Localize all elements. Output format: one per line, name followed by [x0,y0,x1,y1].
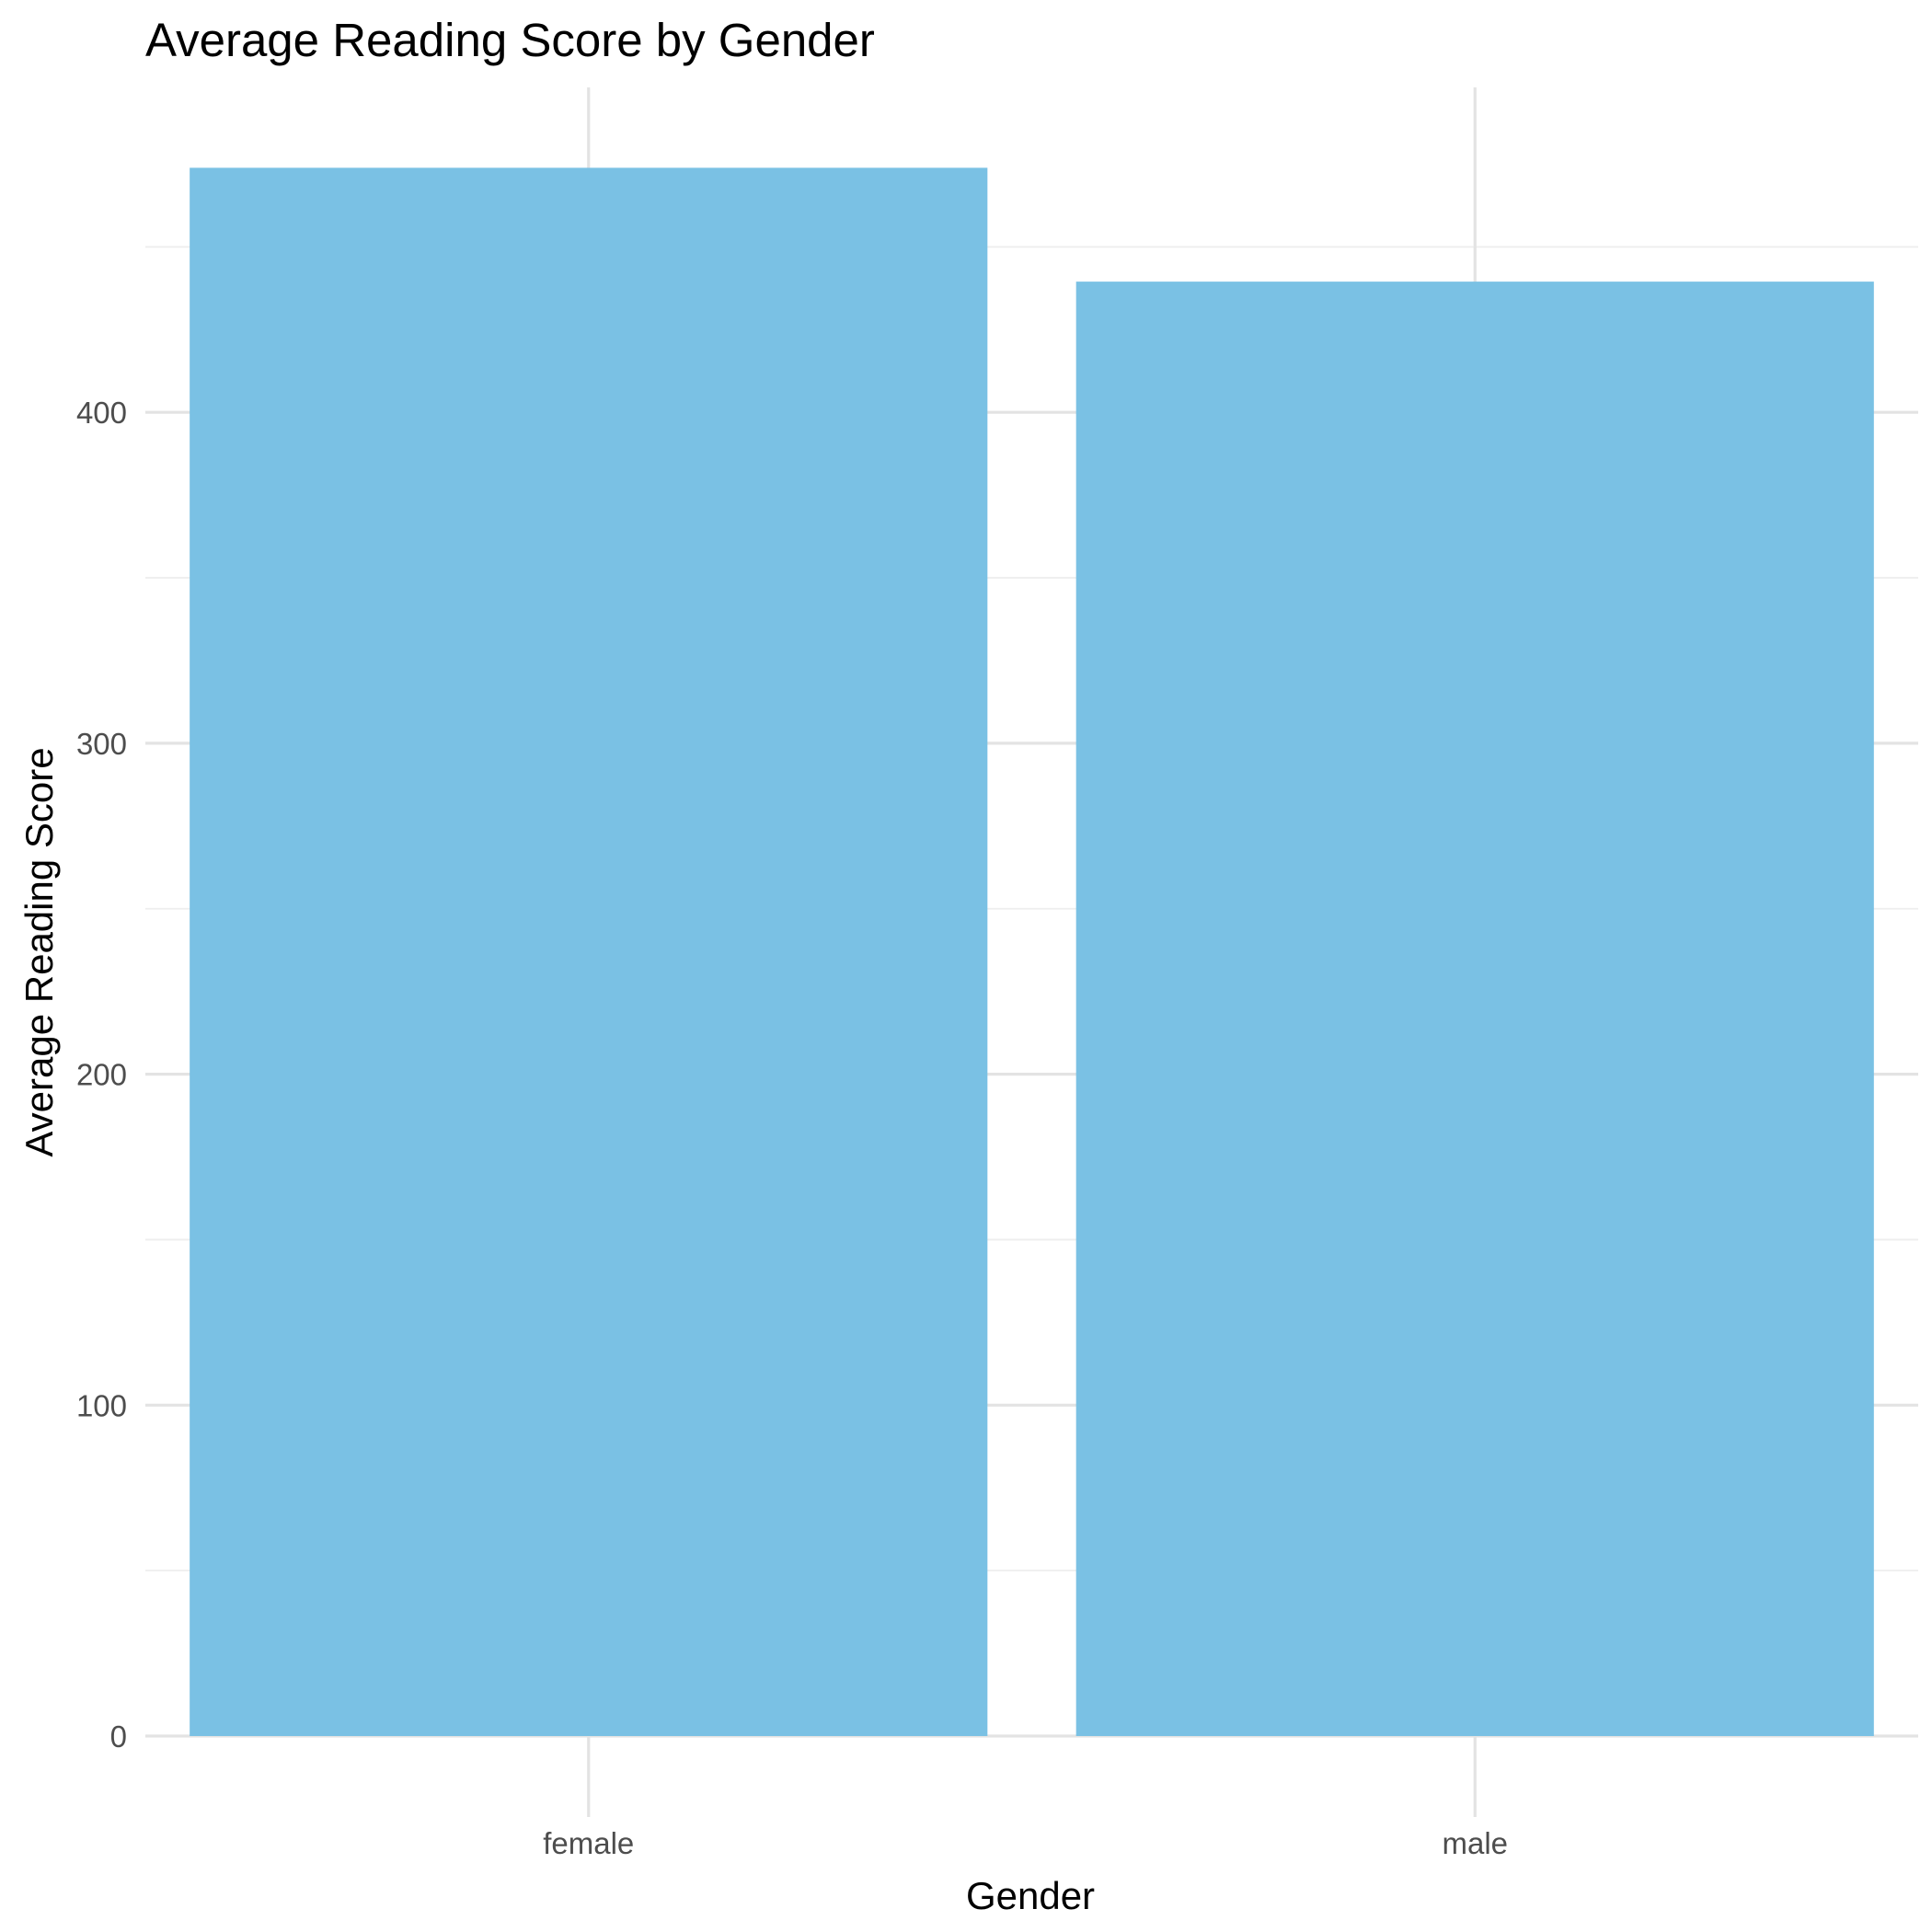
y-tick-label: 0 [110,1719,127,1754]
x-tick-label: male [1442,1826,1508,1860]
x-axis-ticks: female male [543,1826,1508,1860]
x-tick-label: female [543,1826,634,1860]
y-axis-ticks: 0 100 200 300 400 [76,396,127,1754]
bar-male [1075,282,1874,1736]
y-axis-title: Average Reading Score [17,747,61,1156]
y-tick-label: 100 [76,1388,127,1422]
y-tick-label: 300 [76,727,127,761]
bars [190,167,1874,1736]
y-tick-label: 400 [76,396,127,430]
bar-female [190,167,988,1736]
y-tick-label: 200 [76,1058,127,1092]
x-axis-title: Gender [966,1874,1095,1917]
chart-title: Average Reading Score by Gender [145,14,875,66]
